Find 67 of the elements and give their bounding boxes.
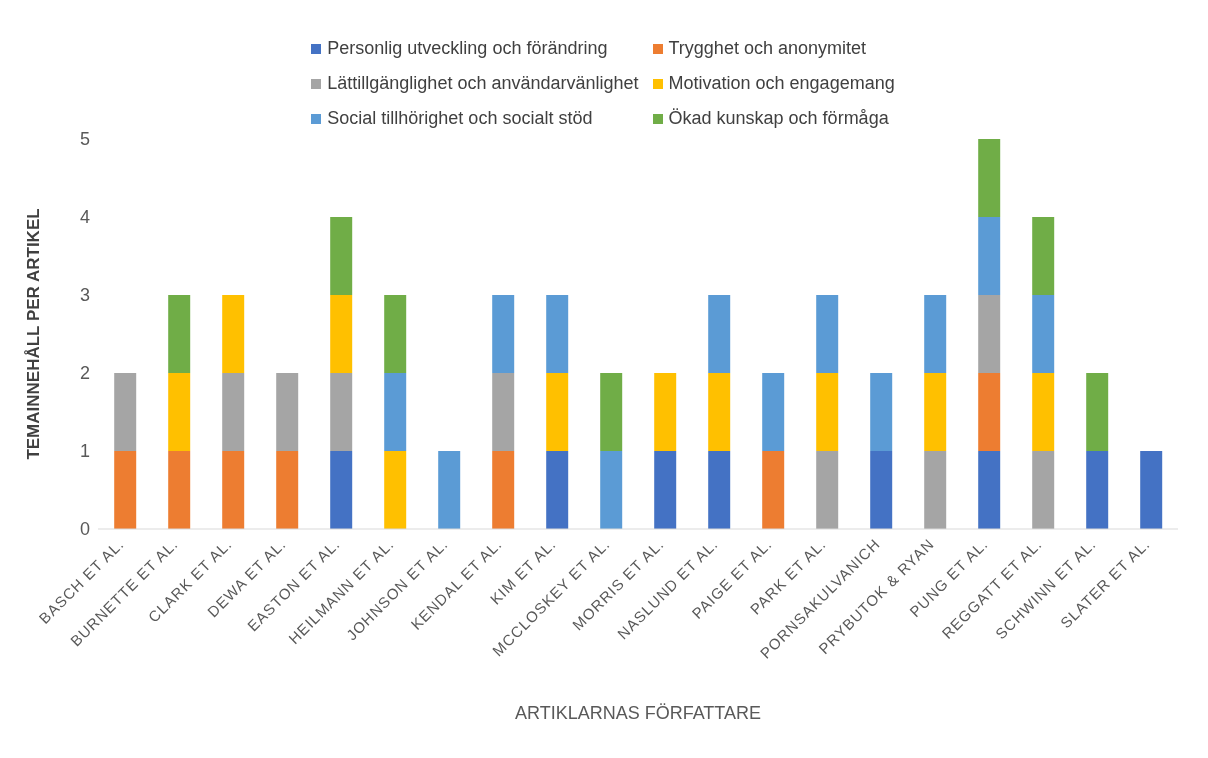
bar — [924, 451, 947, 529]
bar — [546, 373, 569, 451]
bar — [330, 373, 353, 451]
legend-label: Trygghet och anonymitet — [668, 38, 866, 59]
legend-label: Lättillgänglighet och användarvänlighet — [327, 73, 639, 94]
bar — [762, 373, 785, 451]
bar — [708, 295, 731, 373]
bar — [978, 295, 1001, 373]
bar — [276, 373, 299, 451]
bar — [276, 451, 299, 529]
bar — [384, 451, 407, 529]
bar — [816, 295, 839, 373]
y-tick-label: 1 — [79, 441, 90, 462]
bar — [816, 451, 839, 529]
bar — [546, 295, 569, 373]
bar — [978, 217, 1001, 295]
bar — [222, 373, 245, 451]
bar — [600, 451, 623, 529]
bar — [870, 451, 893, 529]
y-tick-label: 2 — [79, 363, 90, 384]
bar — [168, 373, 191, 451]
bar — [492, 295, 515, 373]
bar — [978, 373, 1001, 451]
bar — [654, 373, 677, 451]
bar — [168, 295, 191, 373]
bar — [924, 373, 947, 451]
bar — [1032, 295, 1055, 373]
y-tick-label: 5 — [79, 129, 90, 150]
bar — [978, 451, 1001, 529]
legend-label: Personlig utveckling och förändring — [327, 38, 608, 59]
bar — [924, 295, 947, 373]
bar — [1086, 451, 1109, 529]
bar — [492, 373, 515, 451]
bar — [168, 451, 191, 529]
bar — [492, 451, 515, 529]
bar — [330, 451, 353, 529]
bar — [600, 373, 623, 451]
bar — [438, 451, 461, 529]
bar — [1032, 217, 1055, 295]
bar — [546, 451, 569, 529]
bar — [1140, 451, 1163, 529]
bar — [222, 295, 245, 373]
bar — [978, 139, 1001, 217]
bar — [114, 373, 137, 451]
bar — [708, 373, 731, 451]
bar — [708, 451, 731, 529]
y-tick-label: 0 — [79, 519, 90, 540]
bar — [1032, 451, 1055, 529]
bar — [762, 451, 785, 529]
legend-label: Ökad kunskap och förmåga — [668, 108, 889, 129]
bar — [654, 451, 677, 529]
bar — [330, 217, 353, 295]
bar — [870, 373, 893, 451]
legend-label: Motivation och engagemang — [668, 73, 895, 94]
bar — [384, 373, 407, 451]
y-tick-label: 4 — [79, 207, 90, 228]
bar — [222, 451, 245, 529]
y-tick-label: 3 — [79, 285, 90, 306]
bar — [816, 373, 839, 451]
y-axis-title: TEMAINNEHÅLL PER ARTIKEL — [24, 208, 44, 460]
x-axis-title: ARTIKLARNAS FÖRFATTARE — [514, 703, 762, 723]
bar — [1032, 373, 1055, 451]
bar — [330, 295, 353, 373]
bar — [1086, 373, 1109, 451]
bar — [114, 451, 137, 529]
legend-label: Social tillhörighet och socialt stöd — [327, 108, 593, 129]
bar — [384, 295, 407, 373]
